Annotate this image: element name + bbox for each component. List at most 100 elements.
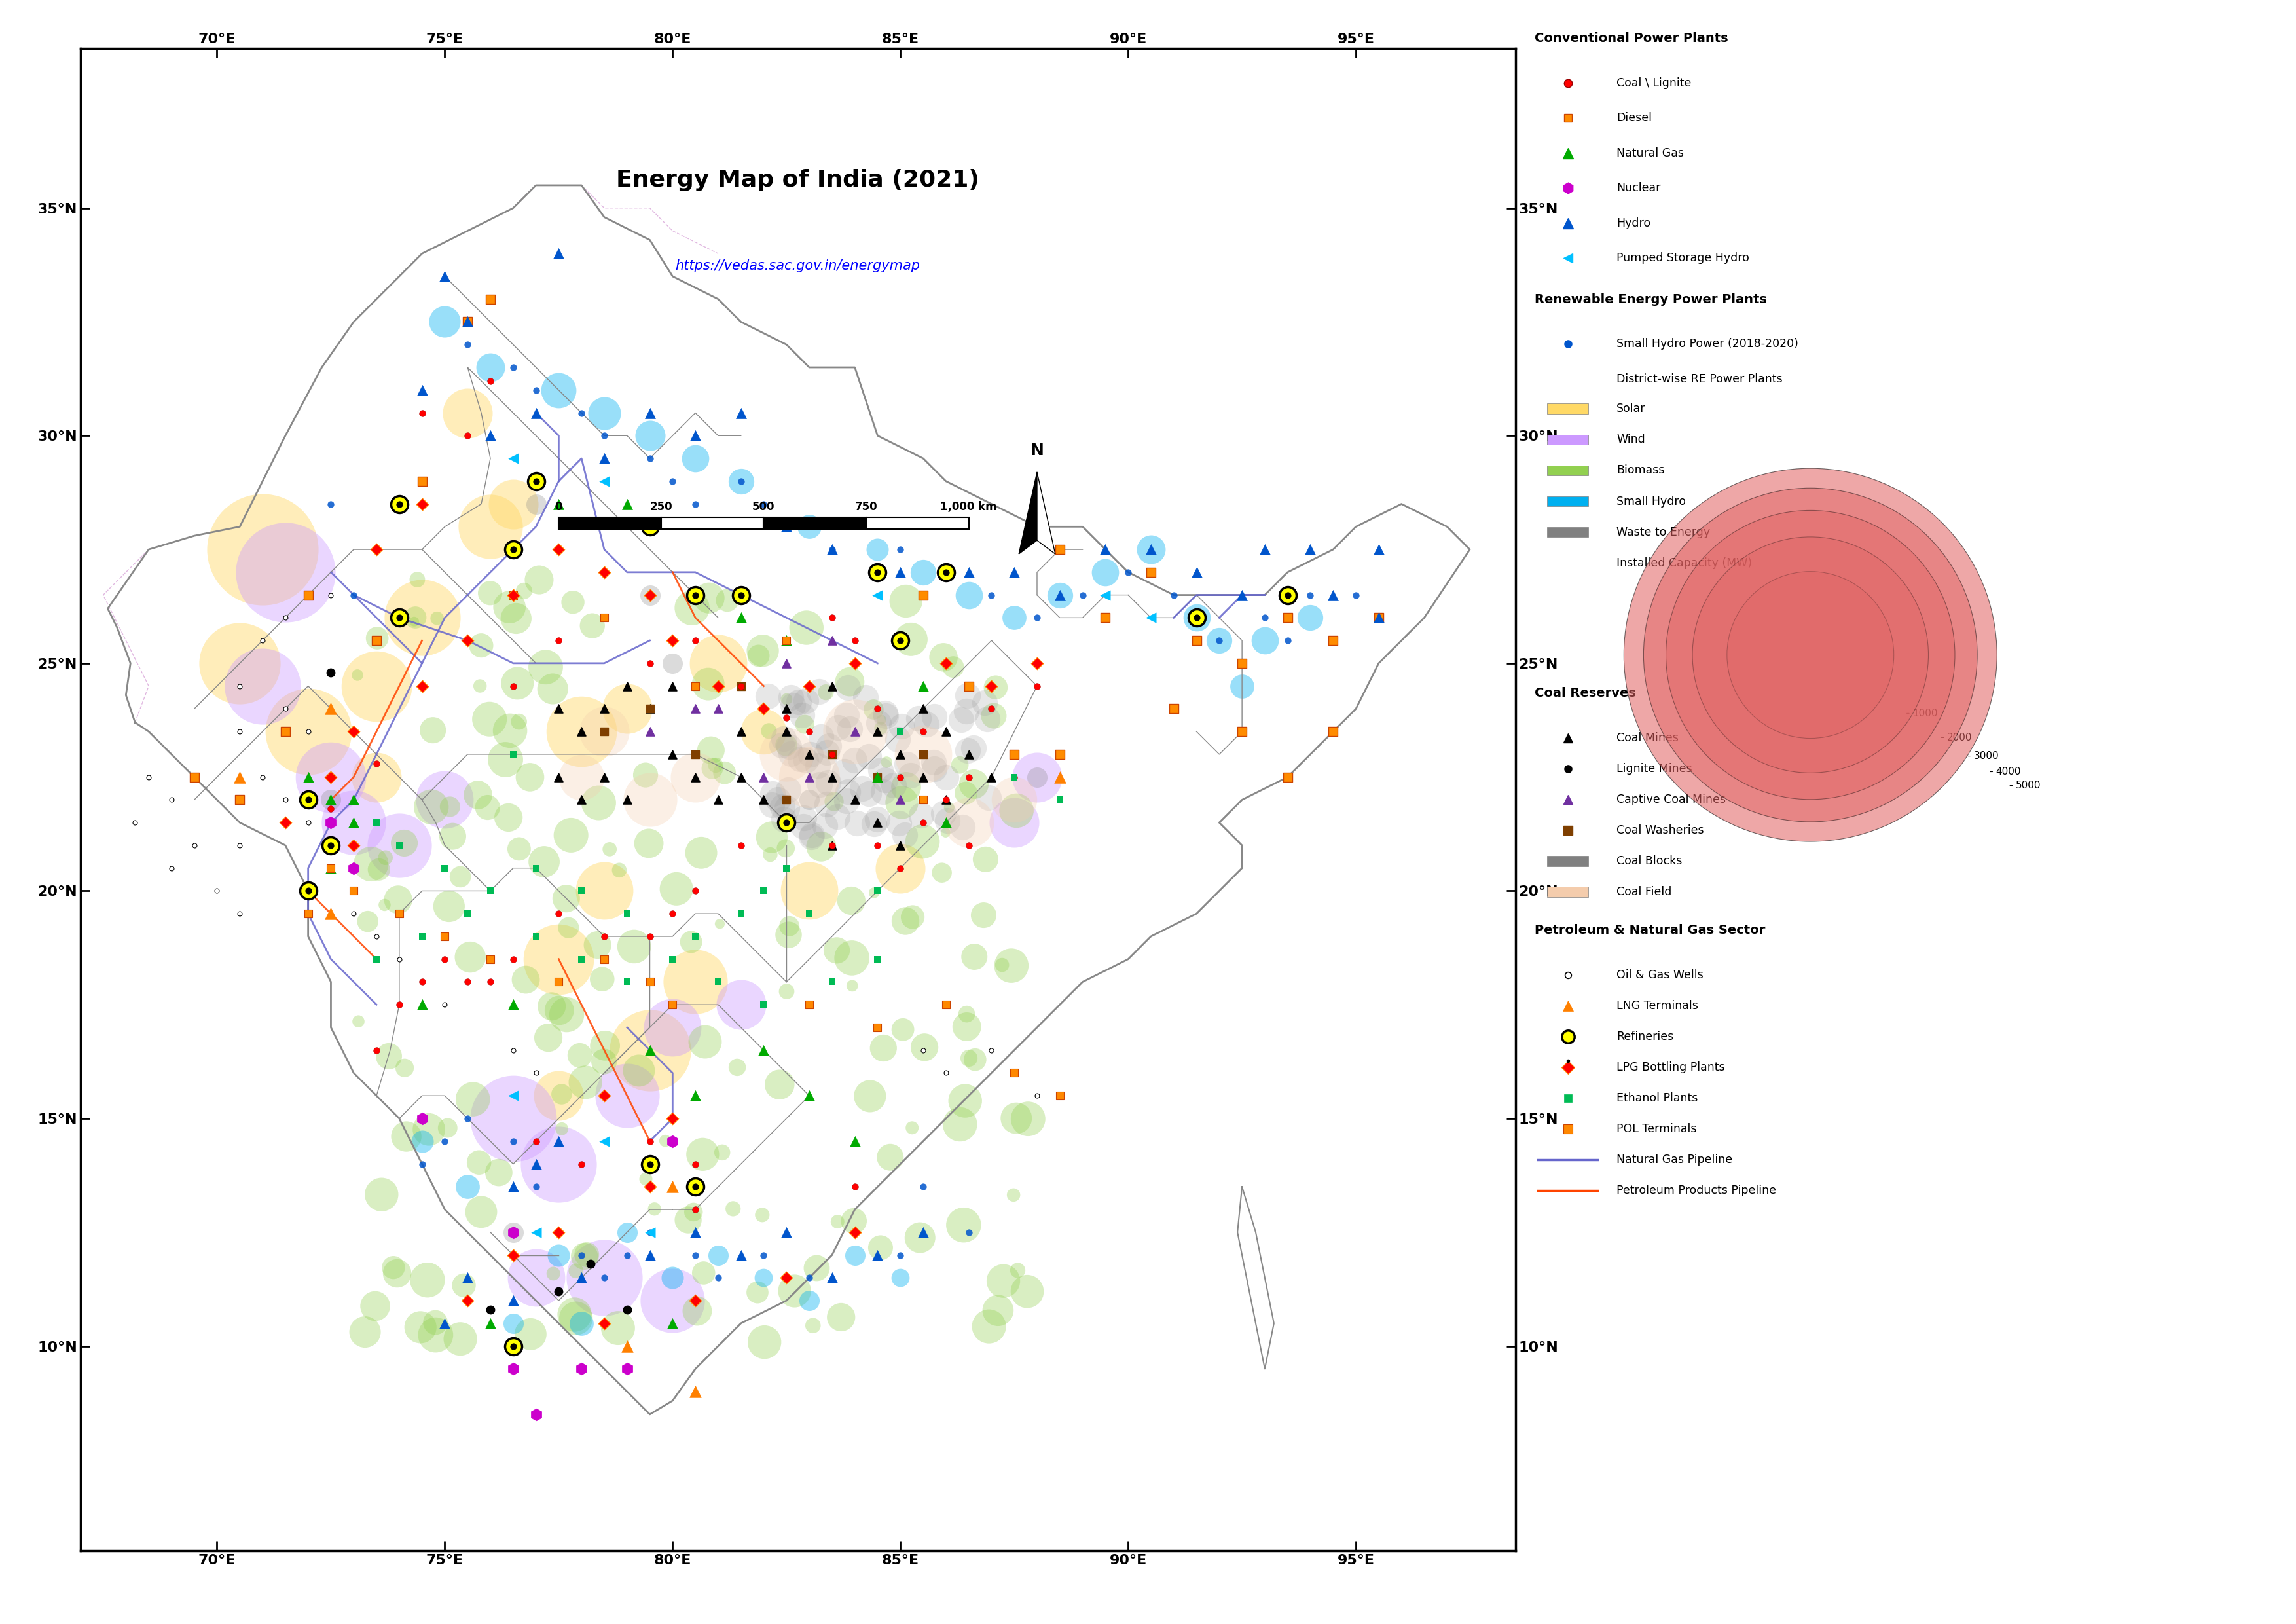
Polygon shape — [1038, 473, 1056, 554]
Point — [358, 672, 395, 698]
Point — [882, 536, 918, 562]
Point — [951, 672, 987, 698]
Text: Natural Gas Pipeline: Natural Gas Pipeline — [1616, 1155, 1733, 1166]
Point — [785, 711, 822, 737]
Point — [996, 741, 1033, 767]
Point — [978, 674, 1015, 700]
Point — [200, 879, 236, 905]
Point — [859, 1015, 895, 1041]
Point — [813, 833, 850, 859]
Point — [941, 1111, 978, 1137]
Point — [374, 1255, 411, 1281]
Point — [1010, 1106, 1047, 1132]
Point — [930, 807, 967, 833]
Point — [928, 559, 964, 585]
Point — [829, 788, 866, 814]
Point — [769, 687, 806, 713]
Point — [404, 924, 441, 950]
Point — [820, 804, 856, 830]
Text: Coal Mines: Coal Mines — [1616, 732, 1678, 744]
Point — [360, 856, 397, 882]
Point — [813, 627, 850, 653]
Point — [859, 559, 895, 585]
Point — [905, 559, 941, 585]
Point — [951, 581, 987, 607]
Point — [723, 992, 760, 1018]
Point — [1270, 581, 1306, 607]
Point — [289, 901, 326, 927]
Point — [719, 1054, 755, 1080]
Point — [434, 823, 471, 849]
Point — [866, 1034, 902, 1060]
Point — [494, 1288, 530, 1314]
Point — [631, 924, 668, 950]
Point — [859, 1242, 895, 1268]
Point — [863, 715, 900, 741]
Point — [540, 536, 576, 562]
Point — [769, 786, 806, 812]
Point — [585, 1049, 622, 1075]
Text: Pumped Storage Hydro: Pumped Storage Hydro — [1616, 252, 1750, 265]
Point — [432, 794, 468, 820]
Point — [673, 594, 709, 620]
Point — [517, 1151, 553, 1177]
Point — [951, 682, 987, 708]
Point — [723, 468, 760, 494]
Point — [517, 377, 553, 403]
Point — [1132, 559, 1169, 585]
Point — [746, 1242, 783, 1268]
Point — [540, 695, 576, 721]
Point — [563, 1265, 599, 1291]
Text: Ethanol Plants: Ethanol Plants — [1616, 1093, 1697, 1104]
Point — [790, 513, 827, 539]
Point — [804, 833, 840, 859]
Point — [677, 581, 714, 607]
Point — [905, 763, 941, 789]
Text: 1000: 1000 — [1913, 708, 1938, 718]
Point — [774, 692, 810, 718]
Point — [1247, 604, 1283, 630]
Point — [585, 468, 622, 494]
Point — [928, 650, 964, 676]
Point — [381, 901, 418, 927]
Point — [631, 1151, 668, 1177]
Point — [804, 724, 840, 750]
Point — [608, 695, 645, 721]
Point — [404, 970, 441, 996]
Point — [585, 718, 622, 744]
Point — [700, 695, 737, 721]
Point — [905, 581, 941, 607]
Point — [1132, 536, 1169, 562]
Point — [905, 741, 941, 767]
Point — [996, 763, 1033, 789]
Point — [951, 833, 987, 859]
Point — [723, 468, 760, 494]
Point — [636, 1195, 673, 1221]
Point — [388, 1124, 425, 1150]
Point — [356, 1293, 393, 1319]
Point — [1042, 581, 1079, 607]
Point — [517, 1129, 553, 1155]
Point — [930, 794, 967, 820]
Point — [358, 947, 395, 973]
Point — [450, 400, 487, 425]
Point — [585, 924, 622, 950]
Point — [836, 718, 872, 744]
Point — [693, 737, 730, 763]
Point — [673, 929, 709, 955]
Point — [558, 1259, 595, 1285]
Point — [948, 737, 985, 763]
Point — [693, 755, 730, 781]
Point — [335, 856, 372, 882]
Point — [677, 581, 714, 607]
Text: 4000: 4000 — [1995, 767, 2020, 776]
Point — [769, 705, 806, 731]
Point — [517, 468, 553, 494]
Point — [631, 695, 668, 721]
Point — [680, 1298, 716, 1324]
Point — [677, 1083, 714, 1109]
Point — [631, 513, 668, 539]
Point — [774, 684, 810, 710]
Point — [358, 924, 395, 950]
Point — [882, 741, 918, 767]
